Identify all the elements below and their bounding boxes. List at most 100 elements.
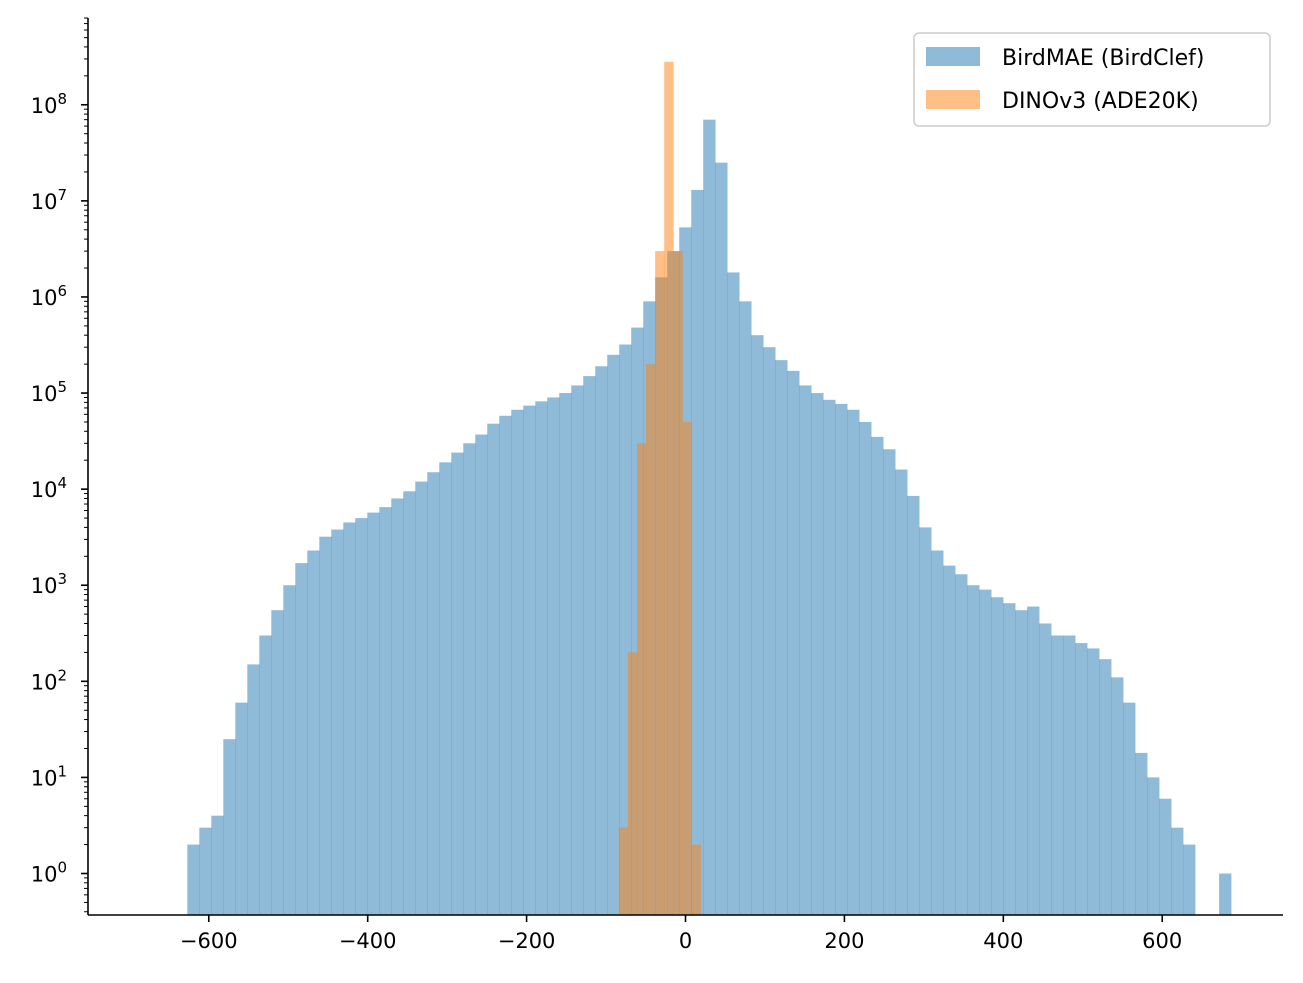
bar-series-0-bin-28 <box>523 405 536 915</box>
bar-series-0-bin-47 <box>751 335 764 915</box>
y-tick-label: 103 <box>31 570 67 598</box>
bar-series-0-bin-14 <box>355 518 368 915</box>
bar-series-0-bin-67 <box>991 597 1004 915</box>
bar-series-0-bin-25 <box>487 423 500 915</box>
y-tick-label: 101 <box>31 762 67 790</box>
bar-series-0-bin-63 <box>943 565 956 915</box>
bar-series-1-bin-0 <box>618 827 629 915</box>
bar-series-0-bin-29 <box>535 401 548 915</box>
bar-series-0-bin-9 <box>295 563 308 915</box>
x-tick-label: −200 <box>498 929 556 953</box>
bar-series-0-bin-17 <box>391 498 404 915</box>
bar-series-0-bin-22 <box>451 452 464 915</box>
bar-series-0-bin-15 <box>367 512 380 915</box>
bar-series-0-bin-79 <box>1135 752 1148 915</box>
bar-series-0-bin-49 <box>775 360 788 915</box>
y-tick-label: 104 <box>31 474 67 502</box>
bar-series-1-bin-3 <box>646 364 656 915</box>
y-tick-label: 106 <box>31 282 67 310</box>
bar-series-0-bin-18 <box>403 491 416 915</box>
bar-series-0-bin-54 <box>835 403 848 915</box>
bars-layer <box>187 61 1232 916</box>
bar-series-0-bin-75 <box>1087 648 1100 915</box>
bar-series-0-bin-82 <box>1171 827 1184 915</box>
y-tick-label: 105 <box>31 378 67 406</box>
bar-series-0-bin-60 <box>907 495 920 915</box>
bar-series-1-bin-7 <box>682 421 692 915</box>
axes-layer: −600 −400 −200 0 200 400 600 100 101 102 103 104 105… <box>31 17 1283 953</box>
bar-series-0-bin-64 <box>955 574 968 915</box>
x-tick-label: 600 <box>1142 929 1182 953</box>
bar-series-0-bin-72 <box>1051 635 1064 915</box>
bar-series-0-bin-50 <box>787 370 800 916</box>
bar-series-0-bin-23 <box>463 443 476 915</box>
x-tick-label: −600 <box>180 929 238 953</box>
bar-series-0-bin-5 <box>247 664 260 915</box>
bar-series-0-bin-10 <box>307 550 320 915</box>
bar-series-0-bin-71 <box>1039 623 1052 915</box>
legend: BirdMAE (BirdClef) DINOv3 (ADE20K) <box>913 32 1271 127</box>
bar-series-0-bin-19 <box>415 481 428 915</box>
bar-series-0-bin-57 <box>871 436 884 915</box>
legend-label-dinov3: DINOv3 (ADE20K) <box>1002 89 1199 114</box>
bar-series-0-bin-56 <box>859 421 872 915</box>
bar-series-0-bin-68 <box>1003 603 1016 915</box>
bar-series-1-bin-1 <box>627 652 638 915</box>
bar-series-0-bin-12 <box>331 529 344 915</box>
bar-series-0-bin-77 <box>1111 677 1124 915</box>
bar-series-0-bin-4 <box>235 702 248 915</box>
bar-series-0-bin-0 <box>187 844 200 915</box>
y-tick-label: 108 <box>31 90 67 118</box>
bar-series-1-bin-5 <box>664 61 674 915</box>
bar-series-0-bin-43 <box>703 119 716 916</box>
bar-series-0-bin-1 <box>199 827 212 915</box>
bar-series-0-bin-51 <box>799 385 812 915</box>
bar-series-0-bin-7 <box>271 610 284 915</box>
legend-swatch-dinov3 <box>926 90 980 109</box>
bar-series-0-bin-27 <box>511 409 524 915</box>
bar-series-0-bin-46 <box>739 301 752 915</box>
x-tick-label: 200 <box>824 929 864 953</box>
x-tick-label: 400 <box>983 929 1023 953</box>
legend-label-birdmae: BirdMAE (BirdClef) <box>1002 46 1205 71</box>
bar-series-0-bin-52 <box>811 393 824 915</box>
bar-series-0-bin-83 <box>1183 844 1196 915</box>
bar-series-1-bin-6 <box>673 251 683 916</box>
bar-series-0-bin-80 <box>1147 777 1160 915</box>
bar-series-0-bin-42 <box>691 189 704 915</box>
legend-frame <box>913 32 1271 127</box>
bar-series-0-bin-74 <box>1075 643 1088 915</box>
bar-series-0-bin-3 <box>223 739 236 915</box>
bar-series-0-bin-26 <box>499 415 512 915</box>
bar-series-0-bin-16 <box>379 507 392 915</box>
bar-series-0-bin-2 <box>211 815 224 915</box>
bar-series-0-bin-76 <box>1099 659 1112 915</box>
bar-series-0-bin-81 <box>1159 798 1172 915</box>
bar-series-0-bin-11 <box>319 536 332 915</box>
bar-series-0-bin-8 <box>283 585 296 915</box>
bar-series-0-bin-21 <box>439 462 452 915</box>
y-tick-label: 100 <box>31 859 67 887</box>
bar-series-0-bin-20 <box>427 472 440 915</box>
bar-series-0-bin-35 <box>607 354 620 915</box>
bar-series-1-bin-2 <box>636 443 647 915</box>
bar-series-0-bin-53 <box>823 399 836 915</box>
bar-series-0-bin-6 <box>259 635 272 915</box>
bar-series-0-bin-30 <box>547 397 560 915</box>
bar-series-0-bin-44 <box>715 162 728 915</box>
bar-series-0-bin-34 <box>595 366 608 915</box>
y-tick-label: 102 <box>31 666 67 694</box>
bar-series-0-bin-62 <box>931 550 944 915</box>
bar-series-1-bin-4 <box>655 251 665 916</box>
bar-series-0-bin-55 <box>847 409 860 915</box>
bar-series-0-bin-32 <box>571 385 584 915</box>
bar-series-0-bin-24 <box>475 434 488 915</box>
bar-series-0-bin-45 <box>727 272 740 916</box>
bar-series-0-bin-33 <box>583 376 596 915</box>
bar-series-0-bin-59 <box>895 469 908 915</box>
bar-series-0-bin-73 <box>1063 635 1076 915</box>
x-tick-label: −400 <box>339 929 397 953</box>
bar-series-0-bin-70 <box>1027 606 1040 915</box>
x-tick-label: 0 <box>679 929 692 953</box>
